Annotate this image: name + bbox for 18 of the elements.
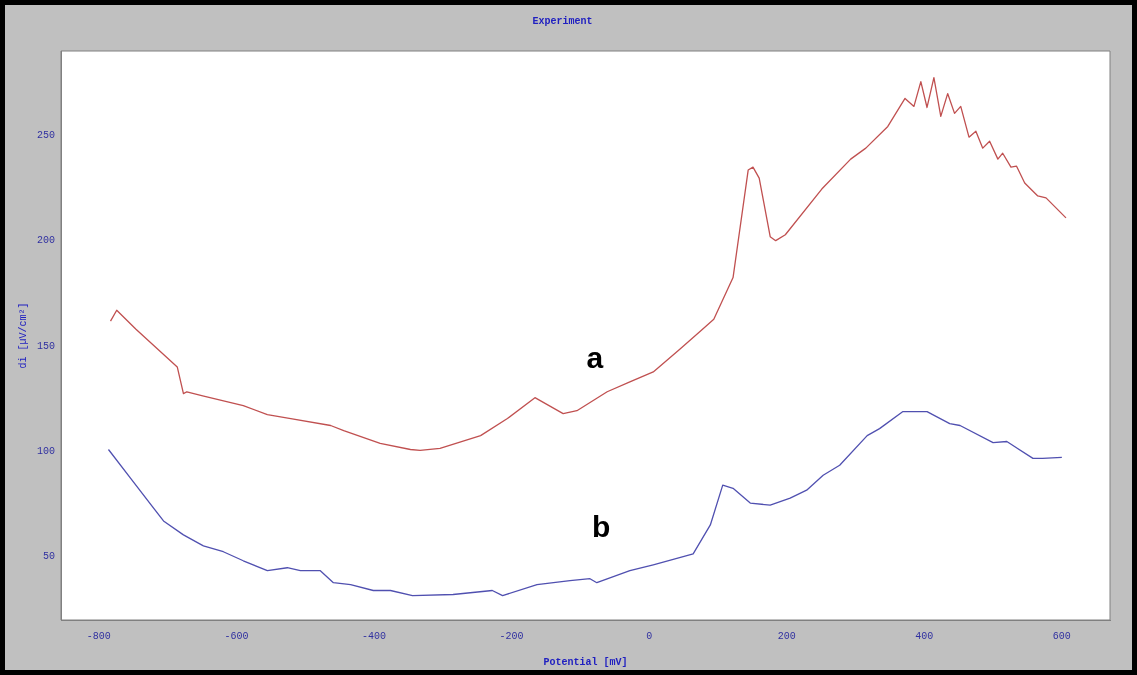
x-tick-label: -400 <box>361 630 386 642</box>
x-axis-title: Potential [mV] <box>543 656 628 668</box>
chart-title: Experiment <box>532 15 593 27</box>
y-tick-label: 200 <box>36 235 55 247</box>
x-tick-label: -200 <box>499 630 524 642</box>
y-tick-label: 250 <box>36 129 55 141</box>
y-tick-label: 50 <box>42 551 55 563</box>
y-tick-label: 100 <box>36 446 55 458</box>
x-tick-label: 400 <box>915 630 934 642</box>
y-axis-title: di [µV/cm²] <box>17 302 29 369</box>
y-tick-label: 150 <box>36 340 55 352</box>
annotation: a <box>586 340 604 374</box>
x-tick-label: 0 <box>646 630 653 642</box>
x-tick-label: 200 <box>777 630 796 642</box>
x-tick-label: -600 <box>224 630 249 642</box>
annotation: b <box>592 509 611 543</box>
x-tick-label: 600 <box>1052 630 1071 642</box>
x-tick-label: -800 <box>86 630 111 642</box>
